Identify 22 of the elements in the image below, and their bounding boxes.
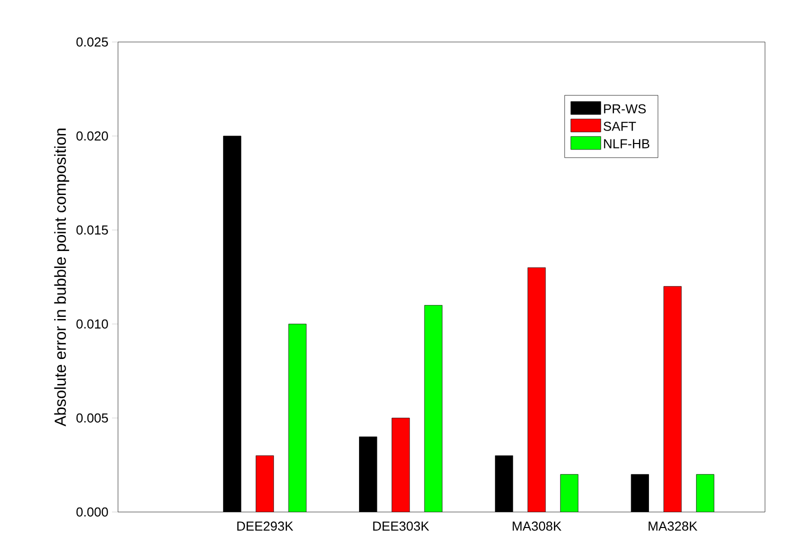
bar (288, 324, 306, 512)
legend-label: NLF-HB (604, 139, 650, 148)
y-axis-title: Absolute error in bubble point composition (54, 128, 70, 426)
bar (256, 455, 274, 512)
y-tick-label: 0.025 (76, 37, 108, 47)
bar (560, 474, 578, 512)
y-tick-label: 0.020 (76, 131, 108, 141)
bar (392, 418, 410, 512)
bar (424, 305, 442, 512)
y-tick-label: 0.015 (76, 225, 108, 235)
legend-label: PR-WS (604, 104, 646, 114)
y-tick-label: 0.010 (76, 319, 108, 329)
x-tick-label: MA308K (512, 522, 562, 531)
x-tick-label: DEE293K (237, 522, 294, 531)
bar (696, 474, 714, 512)
y-tick-label: 0.000 (76, 507, 108, 517)
x-tick-label: DEE303K (373, 522, 430, 531)
bar (664, 286, 682, 512)
bar (528, 267, 546, 512)
legend-label: SAFT (604, 122, 636, 131)
x-tick-label: MA328K (648, 522, 698, 531)
y-tick-label: 0.005 (76, 413, 108, 423)
